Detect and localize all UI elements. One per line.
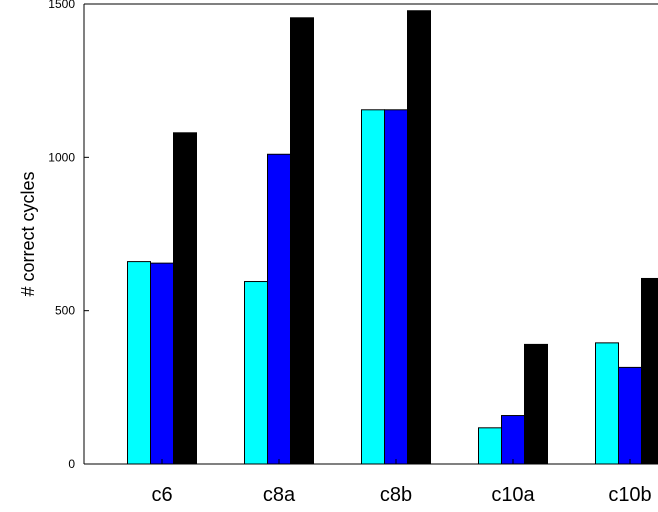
bar-c8a-series-1 xyxy=(244,281,268,465)
x-tick-label: c8a xyxy=(263,484,296,506)
bar-c10a-series-2 xyxy=(501,415,525,465)
x-tick-label: c10b xyxy=(608,484,651,506)
bar-c10a-series-3 xyxy=(524,343,548,465)
bar-c6-series-2 xyxy=(150,262,174,465)
bar-c10a-series-1 xyxy=(478,427,502,465)
y-ticks-group: 0 500 1000 1500 xyxy=(48,0,89,471)
bar-c8b-series-1 xyxy=(361,109,385,465)
y-tick-label: 1500 xyxy=(48,0,75,11)
bars-group xyxy=(127,10,658,465)
x-tick-label: c8b xyxy=(380,484,412,506)
bar-c8b-series-3 xyxy=(407,10,431,465)
bar-c8a-series-2 xyxy=(267,153,291,465)
bar-c10b-series-2 xyxy=(618,366,642,465)
y-tick-label: 1000 xyxy=(48,150,75,164)
bar-c6-series-3 xyxy=(173,132,197,465)
y-tick-label: 500 xyxy=(55,304,75,318)
x-ticks-group: c6 c8a c8b c10a c10b xyxy=(151,459,652,506)
y-axis-label: # correct cycles xyxy=(18,171,38,296)
y-tick-label: 0 xyxy=(68,457,75,471)
bar-c8a-series-3 xyxy=(290,17,314,465)
x-tick-label: c6 xyxy=(151,484,172,506)
bar-c10b-series-3 xyxy=(641,277,658,465)
bar-c10b-series-1 xyxy=(595,342,619,465)
bar-c8b-series-2 xyxy=(384,109,408,465)
x-tick-label: c10a xyxy=(491,484,535,506)
bar-c6-series-1 xyxy=(127,261,151,465)
